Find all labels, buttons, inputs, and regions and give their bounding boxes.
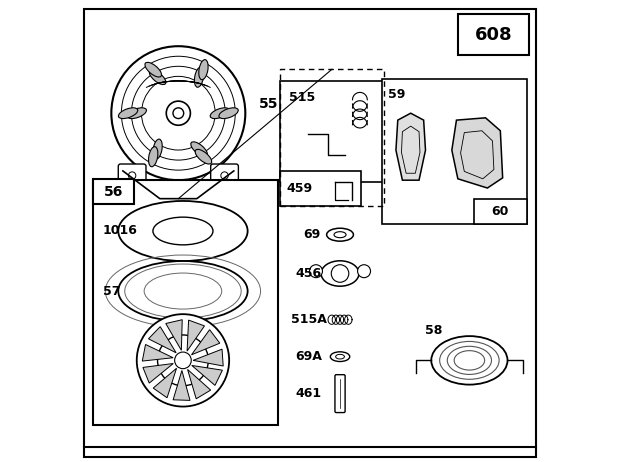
Text: 461: 461 bbox=[295, 387, 321, 400]
FancyBboxPatch shape bbox=[93, 179, 135, 204]
FancyBboxPatch shape bbox=[280, 171, 361, 206]
Text: 58: 58 bbox=[425, 324, 442, 337]
Polygon shape bbox=[153, 368, 177, 398]
Ellipse shape bbox=[219, 108, 238, 119]
Ellipse shape bbox=[153, 139, 162, 159]
Polygon shape bbox=[192, 365, 223, 385]
Ellipse shape bbox=[210, 108, 229, 119]
Text: 55: 55 bbox=[259, 97, 278, 111]
Text: 69A: 69A bbox=[295, 350, 322, 363]
Ellipse shape bbox=[153, 217, 213, 245]
Ellipse shape bbox=[199, 60, 208, 80]
FancyBboxPatch shape bbox=[335, 375, 345, 413]
Polygon shape bbox=[143, 364, 173, 383]
FancyBboxPatch shape bbox=[118, 164, 146, 187]
Text: 515: 515 bbox=[289, 91, 316, 103]
FancyBboxPatch shape bbox=[458, 14, 529, 55]
Polygon shape bbox=[166, 320, 182, 350]
Ellipse shape bbox=[334, 232, 346, 237]
Polygon shape bbox=[193, 349, 223, 366]
Circle shape bbox=[309, 265, 322, 278]
Ellipse shape bbox=[118, 108, 138, 119]
Ellipse shape bbox=[149, 70, 166, 85]
Circle shape bbox=[137, 314, 229, 407]
Ellipse shape bbox=[149, 146, 158, 167]
Text: 456: 456 bbox=[295, 267, 321, 280]
Ellipse shape bbox=[118, 201, 247, 261]
Ellipse shape bbox=[145, 62, 161, 77]
Circle shape bbox=[173, 108, 184, 119]
Ellipse shape bbox=[118, 261, 247, 321]
Ellipse shape bbox=[195, 67, 204, 87]
Ellipse shape bbox=[127, 108, 146, 119]
Text: 515A: 515A bbox=[291, 313, 327, 326]
Ellipse shape bbox=[327, 228, 353, 241]
FancyBboxPatch shape bbox=[474, 199, 527, 224]
Ellipse shape bbox=[432, 336, 508, 384]
Ellipse shape bbox=[335, 354, 345, 359]
Polygon shape bbox=[396, 113, 425, 180]
Circle shape bbox=[175, 352, 191, 369]
Circle shape bbox=[128, 172, 136, 179]
Circle shape bbox=[157, 335, 208, 386]
FancyBboxPatch shape bbox=[280, 81, 384, 182]
Circle shape bbox=[331, 265, 349, 282]
FancyBboxPatch shape bbox=[93, 180, 278, 425]
Ellipse shape bbox=[321, 261, 359, 286]
Ellipse shape bbox=[191, 142, 207, 157]
Polygon shape bbox=[192, 330, 220, 355]
Text: 60: 60 bbox=[492, 205, 509, 218]
Polygon shape bbox=[148, 327, 176, 353]
Text: 56: 56 bbox=[104, 185, 123, 199]
Circle shape bbox=[221, 172, 228, 179]
Polygon shape bbox=[188, 370, 211, 399]
Circle shape bbox=[358, 265, 371, 278]
Text: 59: 59 bbox=[388, 88, 405, 101]
Ellipse shape bbox=[330, 352, 350, 361]
Text: 57: 57 bbox=[103, 285, 120, 298]
Text: 608: 608 bbox=[474, 26, 512, 43]
FancyBboxPatch shape bbox=[211, 164, 238, 187]
Ellipse shape bbox=[195, 149, 212, 164]
Polygon shape bbox=[143, 345, 173, 361]
Polygon shape bbox=[452, 118, 503, 188]
Text: 459: 459 bbox=[287, 182, 313, 195]
Circle shape bbox=[166, 101, 190, 125]
FancyBboxPatch shape bbox=[382, 79, 527, 224]
Text: 69: 69 bbox=[303, 228, 321, 241]
Circle shape bbox=[112, 46, 246, 180]
Text: 1016: 1016 bbox=[103, 225, 138, 237]
Polygon shape bbox=[187, 320, 205, 351]
Polygon shape bbox=[173, 371, 190, 401]
FancyBboxPatch shape bbox=[84, 9, 536, 457]
